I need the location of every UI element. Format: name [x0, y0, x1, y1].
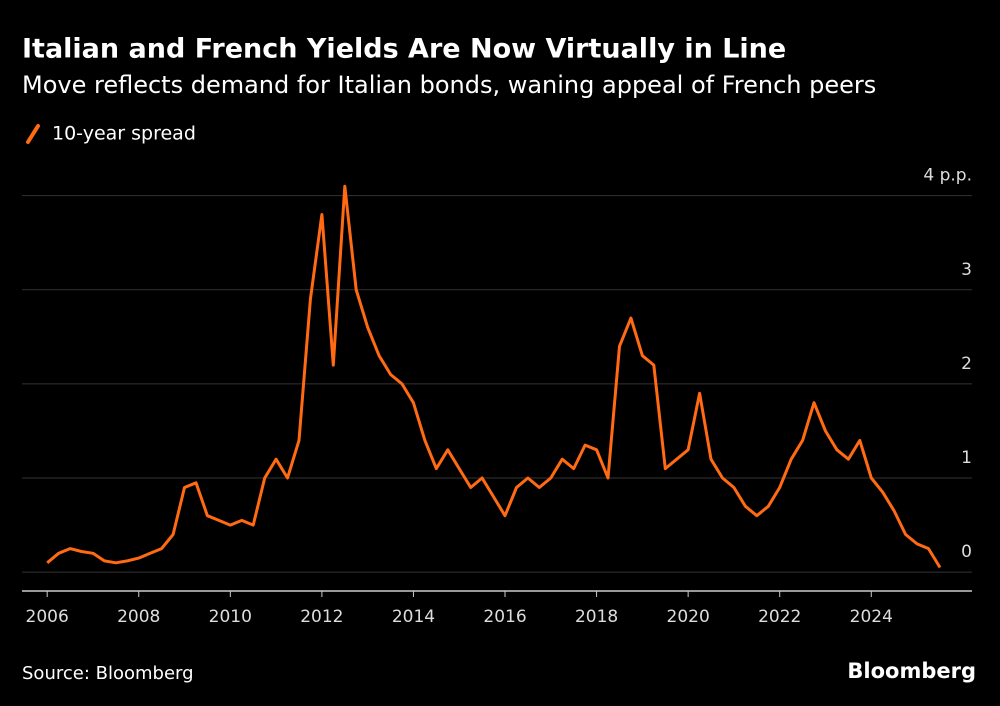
legend-label: 10-year spread — [52, 123, 196, 145]
chart-subtitle: Move reflects demand for Italian bonds, … — [22, 71, 876, 99]
y-tick-label: 4 p.p. — [923, 166, 972, 186]
brand: Bloomberg — [847, 659, 976, 683]
x-tick-label: 2020 — [667, 607, 710, 627]
x-tick-label: 2024 — [850, 607, 893, 627]
x-tick-label: 2014 — [392, 607, 435, 627]
x-tick-label: 2010 — [209, 607, 252, 627]
x-tick-label: 2008 — [117, 607, 160, 627]
y-tick-label: 2 — [961, 354, 972, 374]
chart-title: Italian and French Yields Are Now Virtua… — [22, 34, 786, 65]
y-tick-label: 3 — [961, 260, 972, 280]
data-line — [46, 184, 942, 569]
source: Source: Bloomberg — [22, 663, 194, 684]
x-tick-label: 2006 — [26, 607, 69, 627]
x-tick-label: 2018 — [575, 607, 618, 627]
x-tick-label: 2016 — [483, 607, 526, 627]
x-tick-label: 2012 — [300, 607, 343, 627]
y-tick-label: 1 — [961, 448, 972, 468]
legend-swatch — [26, 124, 40, 144]
y-tick-label: 0 — [961, 542, 972, 562]
x-tick-label: 2022 — [758, 607, 801, 627]
